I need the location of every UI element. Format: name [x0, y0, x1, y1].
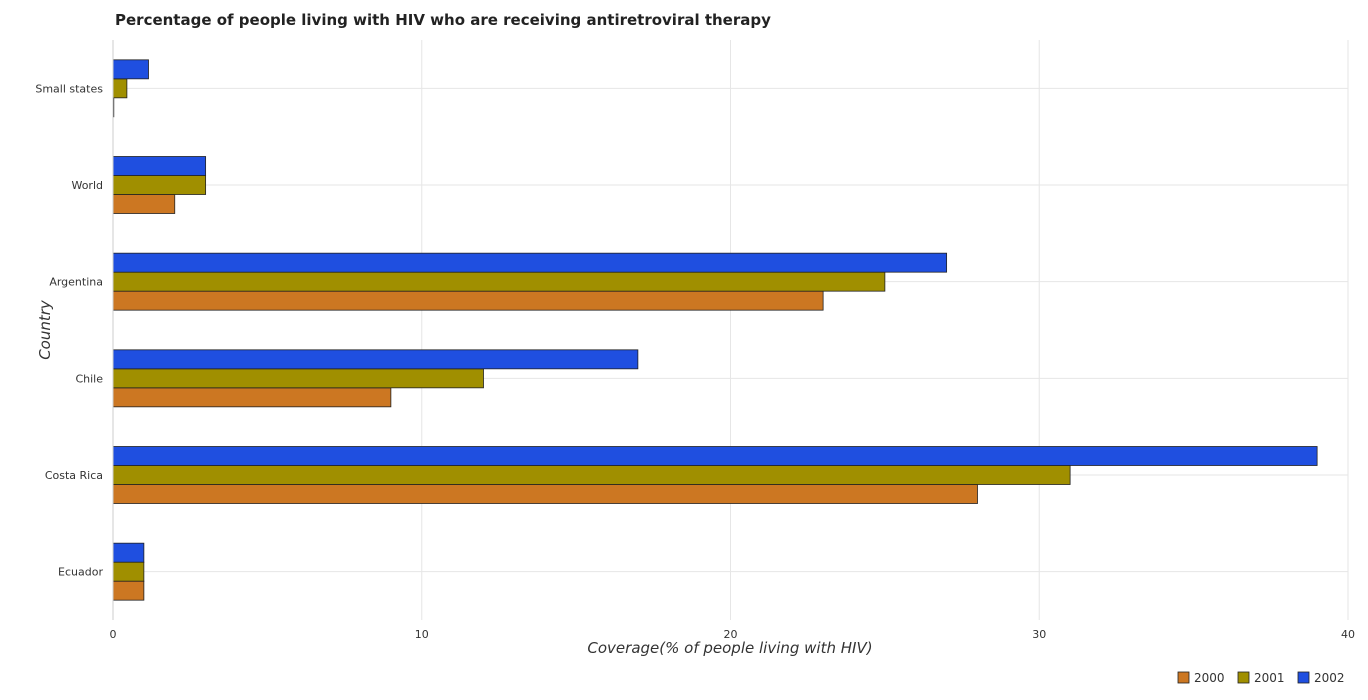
bar-chile-2002: [112, 349, 639, 370]
x-tick-label-10: 10: [415, 628, 429, 641]
bar-argentina-2001: [112, 271, 886, 292]
y-axis-ticks: Small states World Argentina Chile Costa Ric…: [35, 82, 103, 578]
bar-chile-2001: [112, 368, 484, 389]
bar-costa-rica-2001: [112, 465, 1071, 485]
x-axis-label: Coverage(% of people living with HIV): [587, 639, 872, 657]
legend-label-2001: 2001: [1254, 671, 1285, 685]
y-tick-label-chile: Chile: [75, 372, 103, 385]
x-axis-ticks: 0 10 20 30 40: [110, 628, 1356, 641]
y-tick-label-argentina: Argentina: [49, 276, 103, 289]
legend: 2000 2001 2002: [1177, 671, 1345, 685]
y-tick-label-world: World: [71, 179, 103, 192]
legend-swatch-2001: [1237, 671, 1250, 684]
bar-chile-2000: [112, 387, 392, 408]
bar-world-2000: [112, 194, 176, 214]
bars: [112, 59, 1318, 601]
legend-label-2002: 2002: [1314, 671, 1345, 685]
legend-swatch-2002: [1297, 671, 1310, 684]
legend-swatch-2000: [1177, 671, 1190, 684]
bar-small-states-2002: [112, 59, 149, 80]
bar-world-2001: [112, 175, 207, 195]
y-axis-label: Country: [36, 299, 54, 360]
bar-ecuador-2001: [112, 561, 145, 582]
legend-label-2000: 2000: [1194, 671, 1225, 685]
bar-ecuador-2002: [112, 542, 145, 563]
bar-argentina-2000: [112, 290, 824, 311]
bar-world-2002: [112, 156, 207, 176]
bar-argentina-2002: [112, 252, 948, 273]
y-tick-label-small-states: Small states: [35, 82, 103, 95]
chart-title: Percentage of people living with HIV who…: [115, 11, 771, 29]
grid: [112, 40, 1349, 620]
x-tick-label-0: 0: [110, 628, 117, 641]
bar-costa-rica-2002: [112, 446, 1318, 466]
y-tick-label-ecuador: Ecuador: [58, 566, 103, 579]
bar-small-states-2001: [112, 78, 128, 99]
bar-costa-rica-2000: [112, 484, 978, 504]
bar-ecuador-2000: [112, 580, 145, 601]
x-tick-label-30: 30: [1032, 628, 1046, 641]
x-tick-label-40: 40: [1341, 628, 1355, 641]
x-tick-label-20: 20: [724, 628, 738, 641]
y-tick-label-costa-rica: Costa Rica: [45, 469, 103, 482]
